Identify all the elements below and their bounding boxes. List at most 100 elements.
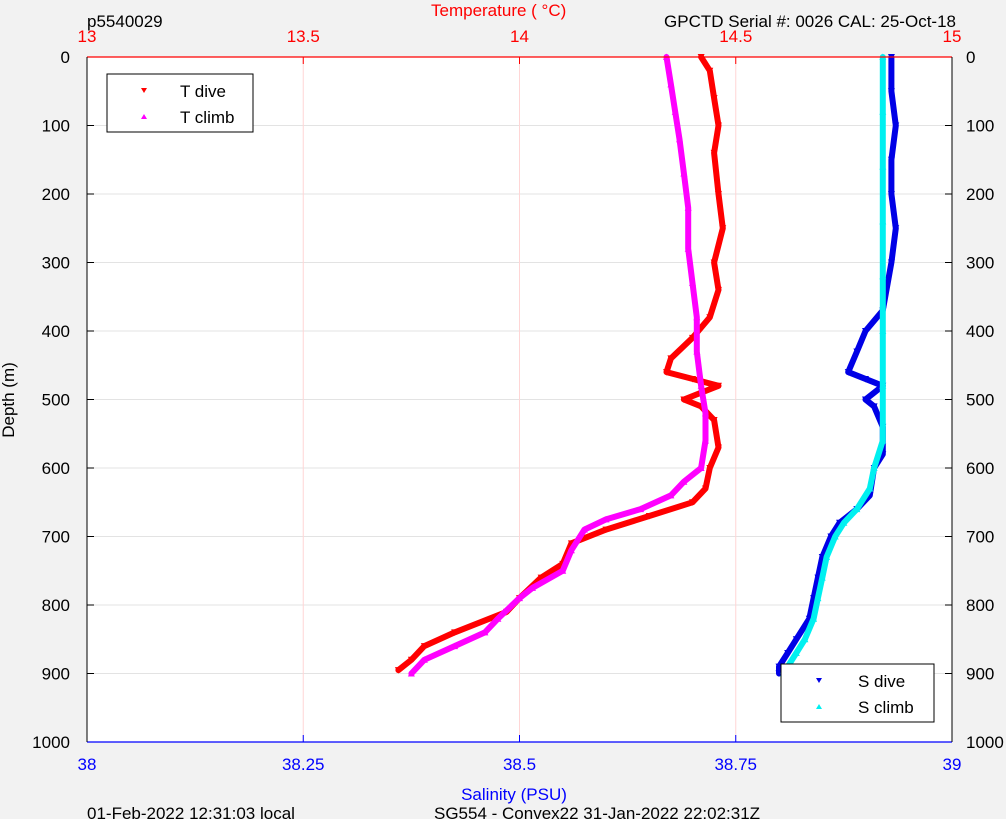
s-climb-point (818, 574, 826, 581)
y-tick-label: 200 (42, 185, 70, 204)
s-climb-point (831, 533, 839, 540)
y-tick-label: 100 (42, 117, 70, 136)
series-layer (394, 53, 900, 677)
t-dive-point (667, 355, 675, 362)
legend-t-dive-label: T dive (180, 82, 226, 101)
t-dive-point (714, 444, 722, 451)
y-tick-label-right: 400 (966, 322, 994, 341)
y-tick-label-right: 1000 (966, 733, 1004, 752)
t-climb-point (602, 515, 610, 523)
y-tick-label-right: 0 (966, 48, 975, 67)
t-climb-point (697, 464, 705, 471)
legend-t-climb-label: T climb (180, 108, 234, 127)
y-tick-label-right: 100 (966, 117, 994, 136)
t-dive-point (714, 122, 722, 129)
profile-id: p5540029 (87, 12, 163, 31)
temp-tick-label: 13.5 (287, 27, 320, 46)
t-climb-point (567, 546, 575, 554)
t-dive-point (701, 485, 709, 493)
s-dive-point (844, 369, 852, 376)
t-dive-point (706, 465, 714, 472)
s-dive-point (853, 348, 861, 356)
s-climb-point (879, 217, 887, 225)
t-dive-point (689, 499, 696, 506)
t-dive-point (645, 512, 653, 520)
t-climb-point (689, 279, 696, 287)
t-climb-point (697, 382, 705, 389)
t-climb-point (701, 437, 709, 444)
sal-tick-label: 38.25 (282, 755, 325, 774)
t-climb-point (693, 313, 701, 321)
s-climb-point (879, 108, 887, 115)
t-climb-point (481, 628, 489, 636)
s-climb-point (840, 519, 848, 526)
t-dive-point (706, 314, 714, 321)
salinity-axis-label: Salinity (PSU) (461, 785, 567, 804)
t-climb-point (667, 80, 675, 88)
y-tick-label: 1000 (32, 733, 70, 752)
y-tick-label: 300 (42, 254, 70, 273)
t-climb-point (701, 409, 709, 417)
legend-salinity: S dive S climb (780, 663, 935, 723)
t-climb-point (528, 584, 536, 591)
s-climb-point (879, 327, 887, 334)
t-dive-point (710, 95, 718, 102)
t-dive-point (663, 369, 671, 376)
legend-s-climb-label: S climb (858, 698, 914, 717)
t-dive-point (714, 382, 722, 390)
s-dive-point (862, 328, 869, 335)
s-climb-point (879, 382, 887, 389)
y-tick-label: 800 (42, 596, 70, 615)
s-dive-point (887, 156, 895, 164)
serial-info: GPCTD Serial #: 0026 CAL: 25-Oct-18 (664, 12, 956, 31)
s-dive-point (887, 88, 895, 95)
s-climb-point (792, 649, 800, 656)
y-tick-label-right: 300 (966, 254, 994, 273)
t-climb-point (559, 567, 567, 574)
s-dive-point (862, 396, 869, 403)
y-tick-label: 700 (42, 528, 70, 547)
legend-s-dive-marker (816, 678, 822, 683)
s-climb-point (814, 594, 822, 602)
s-dive-point (892, 122, 900, 129)
s-dive-point (784, 649, 792, 657)
y-tick-label: 0 (61, 48, 70, 67)
y-tick-label-right: 600 (966, 459, 994, 478)
s-climb-point (801, 635, 809, 643)
y-tick-label: 900 (42, 665, 70, 684)
y-tick-label: 600 (42, 459, 70, 478)
t-dive-point (537, 574, 545, 582)
t-dive-point (680, 396, 688, 403)
t-dive-point (706, 67, 714, 75)
t-climb-point (680, 169, 688, 177)
t-climb-point (580, 526, 588, 533)
s-dive-trace (776, 54, 899, 677)
t-climb-point (516, 594, 523, 602)
axes: 0 0 100 100 200 200 300 300 400 400 500 500 600 600 70… (32, 27, 1004, 774)
s-dive-point (792, 636, 800, 643)
s-dive-point (870, 403, 878, 410)
temp-tick-label: 15 (943, 27, 962, 46)
s-climb-point (870, 464, 878, 471)
temp-tick-label: 13 (78, 27, 97, 46)
t-dive-point (407, 656, 415, 664)
t-dive-point (602, 526, 610, 534)
t-climb-point (667, 491, 675, 499)
s-dive-point (862, 375, 869, 383)
legend-temperature-box (106, 73, 254, 133)
y-tick-label-right: 800 (966, 596, 994, 615)
t-climb-point (684, 204, 692, 211)
t-dive-point (714, 286, 722, 294)
legend-s-climb-marker (816, 704, 822, 709)
s-climb-point (810, 615, 818, 622)
y-tick-label-right: 500 (966, 391, 994, 410)
t-climb-point (671, 108, 679, 115)
temp-tick-label: 14.5 (719, 27, 752, 46)
footer-mission: SG554 - Convex22 31-Jan-2022 22:02:31Z (434, 804, 760, 819)
sal-tick-label: 38 (78, 755, 97, 774)
s-climb-point (823, 553, 831, 561)
t-dive-point (710, 259, 718, 266)
t-climb-point (684, 245, 692, 252)
t-dive-point (719, 225, 727, 232)
